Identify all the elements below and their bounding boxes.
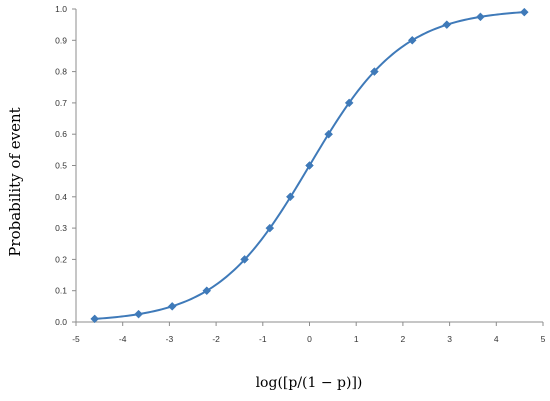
x-tick-label: 2 — [401, 334, 406, 344]
y-tick-label: 0.7 — [55, 98, 67, 108]
data-point — [476, 12, 485, 22]
y-tick-label: 1.0 — [55, 4, 67, 14]
x-tick-label: 1 — [354, 334, 359, 344]
x-tick-label: 5 — [541, 334, 546, 344]
x-tick-label: 4 — [494, 334, 499, 344]
data-point — [324, 129, 334, 139]
data-point — [442, 20, 452, 30]
x-tick-label: -3 — [166, 334, 174, 344]
x-tick-label: -4 — [119, 334, 127, 344]
data-point — [370, 67, 379, 76]
data-point — [240, 255, 249, 264]
data-point — [407, 35, 417, 45]
data-point — [305, 161, 314, 170]
x-tick-label: -2 — [212, 334, 220, 344]
data-point — [202, 286, 212, 296]
y-tick-label: 0.0 — [55, 317, 67, 327]
y-tick-label: 0.2 — [55, 254, 67, 264]
data-point — [344, 98, 354, 108]
x-axis-title: log([p/(1 − p)]) — [256, 375, 363, 391]
data-point — [90, 314, 100, 324]
y-tick-label: 0.5 — [55, 161, 67, 171]
x-ticks: -5 -4 -3 -2 -1 0 1 2 3 4 5 — [72, 322, 546, 344]
series-layer — [90, 7, 529, 324]
y-ticks: 0.0 0.1 0.2 0.3 0.4 0.5 0.6 0.7 0.8 0.9 1.0 — [55, 4, 76, 327]
y-tick-label: 0.8 — [55, 67, 67, 77]
y-tick-label: 0.3 — [55, 223, 67, 233]
data-point — [285, 192, 295, 202]
y-tick-label: 0.1 — [55, 286, 67, 296]
x-tick-label: 0 — [307, 334, 312, 344]
data-point — [167, 301, 177, 311]
y-tick-label: 0.6 — [55, 129, 67, 139]
data-point — [134, 309, 143, 319]
y-tick-label: 0.9 — [55, 35, 67, 45]
x-tick-label: 3 — [447, 334, 452, 344]
y-axis-title: Probability of event — [6, 107, 24, 256]
x-tick-label: -5 — [72, 334, 80, 344]
data-point — [519, 7, 529, 17]
data-point — [265, 223, 275, 233]
y-tick-label: 0.4 — [55, 192, 67, 202]
x-tick-label: -1 — [259, 334, 267, 344]
